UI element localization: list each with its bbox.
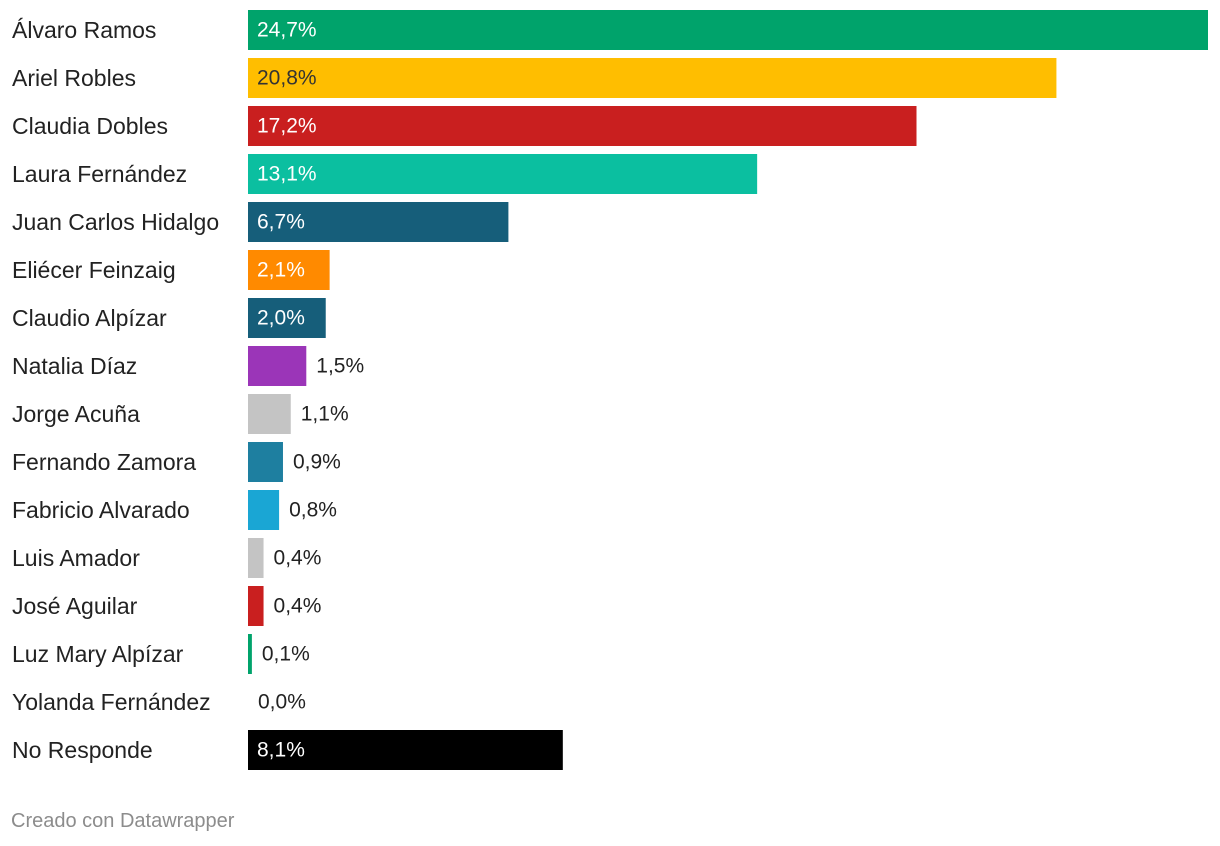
category-label: Álvaro Ramos <box>12 17 156 43</box>
value-label: 2,0% <box>257 307 305 330</box>
category-label: Juan Carlos Hidalgo <box>12 209 219 235</box>
bar <box>248 250 330 290</box>
bar <box>248 538 264 578</box>
value-label: 1,5% <box>316 355 364 378</box>
value-label: 0,1% <box>262 643 310 666</box>
value-label: 17,2% <box>257 115 317 138</box>
bar <box>248 106 917 146</box>
value-label: 24,7% <box>257 19 317 42</box>
bar <box>248 394 291 434</box>
bar <box>248 634 252 674</box>
category-label: Luz Mary Alpízar <box>12 641 184 667</box>
bar <box>248 442 283 482</box>
category-label: José Aguilar <box>12 593 138 619</box>
category-label: Fabricio Alvarado <box>12 497 190 523</box>
bar <box>248 10 1208 50</box>
value-label: 0,4% <box>274 547 322 570</box>
value-label: 0,8% <box>289 499 337 522</box>
bar-chart: Álvaro Ramos 24,7% Ariel Robles 20,8% Claudi… <box>12 10 1208 770</box>
category-label: Claudio Alpízar <box>12 305 167 331</box>
footer-credit: Creado con Datawrapper <box>11 810 235 832</box>
category-label: Yolanda Fernández <box>12 689 211 715</box>
category-label: Laura Fernández <box>12 161 187 187</box>
value-label: 0,0% <box>258 691 306 714</box>
category-label: Eliécer Feinzaig <box>12 257 176 283</box>
bar <box>248 586 264 626</box>
bar <box>248 154 758 194</box>
category-label: Natalia Díaz <box>12 353 137 379</box>
value-label: 1,1% <box>301 403 349 426</box>
value-label: 13,1% <box>257 163 317 186</box>
bar <box>248 490 280 530</box>
category-label: No Responde <box>12 737 153 763</box>
bar <box>248 346 307 386</box>
value-label: 2,1% <box>257 259 305 282</box>
value-label: 0,9% <box>293 451 341 474</box>
value-label: 0,4% <box>274 595 322 618</box>
bar <box>248 730 563 770</box>
bar <box>248 58 1057 98</box>
value-label: 6,7% <box>257 211 305 234</box>
value-label: 8,1% <box>257 739 305 762</box>
category-label: Fernando Zamora <box>12 449 196 475</box>
category-label: Claudia Dobles <box>12 113 168 139</box>
value-label: 20,8% <box>257 67 317 90</box>
category-label: Jorge Acuña <box>12 401 140 427</box>
bar <box>248 202 509 242</box>
category-label: Luis Amador <box>12 545 140 571</box>
category-label: Ariel Robles <box>12 65 136 91</box>
bar <box>248 298 326 338</box>
